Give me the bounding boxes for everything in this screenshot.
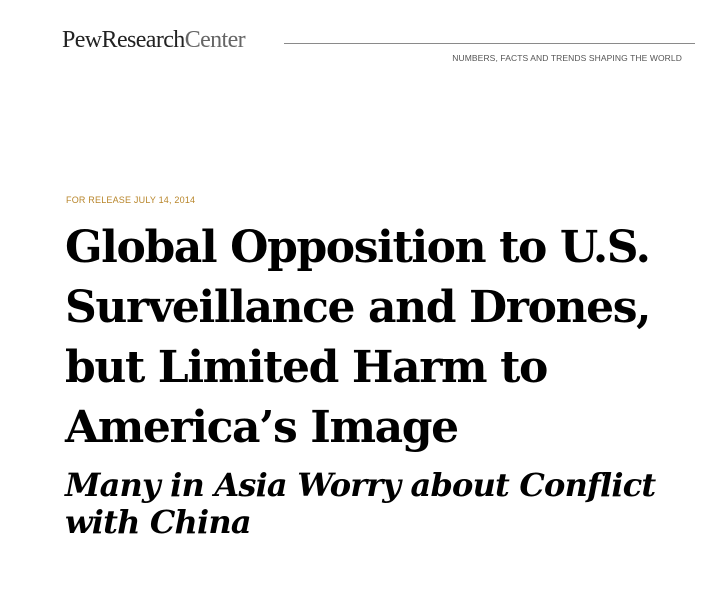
report-title-line: Surveillance and Drones,	[65, 282, 651, 333]
logo-text-center: Center	[184, 27, 246, 53]
header-tagline: NUMBERS, FACTS AND TRENDS SHAPING THE WO…	[452, 53, 682, 63]
report-title: Global Opposition to U.S. Surveillance a…	[65, 218, 705, 458]
report-subtitle-line: with China	[65, 503, 252, 541]
pew-research-center-logo: PewResearchCenter	[62, 25, 246, 55]
report-subtitle: Many in Asia Worry about Conflict with C…	[65, 467, 705, 541]
report-title-line: America’s Image	[65, 402, 459, 453]
logo-text-pewresearch: PewResearch	[62, 27, 185, 53]
header-divider	[284, 43, 695, 44]
report-title-line: but Limited Harm to	[65, 342, 548, 393]
report-title-line: Global Opposition to U.S.	[65, 222, 651, 273]
report-subtitle-line: Many in Asia Worry about Conflict	[65, 466, 656, 504]
release-date: FOR RELEASE JULY 14, 2014	[66, 195, 196, 205]
